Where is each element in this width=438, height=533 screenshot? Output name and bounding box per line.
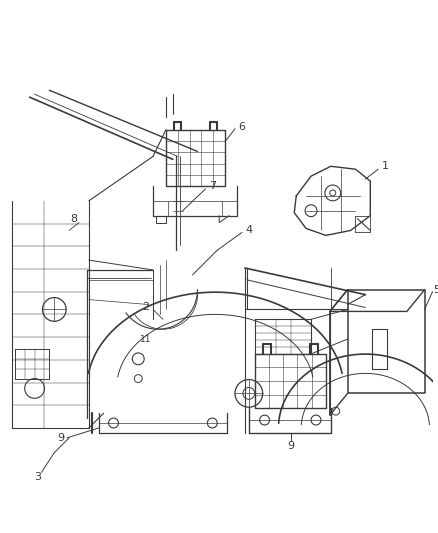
Text: 7: 7 [209,181,216,191]
Text: 2: 2 [143,303,150,312]
Text: 8: 8 [71,214,78,224]
Text: 11: 11 [141,335,152,344]
Text: 9: 9 [288,441,295,451]
Text: 3: 3 [34,472,41,482]
Text: 1: 1 [381,161,389,171]
Text: 9: 9 [58,433,65,443]
Text: 4: 4 [245,225,252,236]
Text: 5: 5 [433,285,438,295]
Text: 6: 6 [238,122,245,132]
